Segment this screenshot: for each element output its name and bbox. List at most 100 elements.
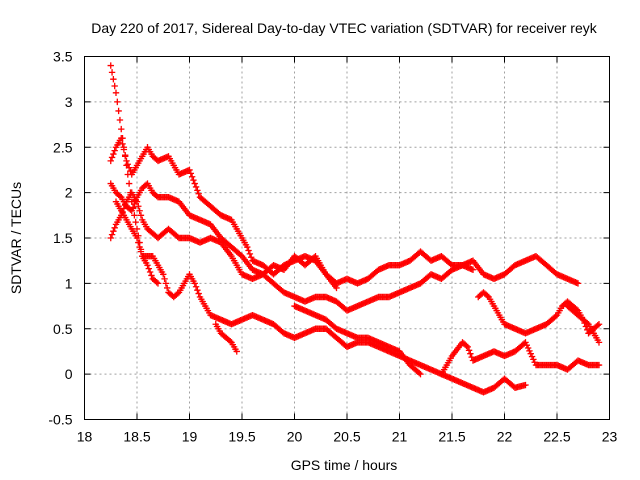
y-tick-label: 3.5 bbox=[53, 49, 73, 65]
data-point bbox=[135, 239, 142, 246]
data-point bbox=[131, 212, 138, 219]
data-point bbox=[121, 151, 129, 159]
data-point bbox=[153, 279, 160, 286]
data-point bbox=[574, 280, 582, 287]
data-point bbox=[144, 262, 151, 269]
data-point bbox=[110, 227, 117, 235]
series-arc-8 bbox=[438, 339, 603, 378]
data-point bbox=[527, 350, 534, 357]
x-tick-label: 18.5 bbox=[123, 429, 150, 445]
data-point bbox=[107, 62, 114, 69]
series-arc-10 bbox=[564, 302, 603, 346]
data-point bbox=[125, 180, 133, 187]
data-point bbox=[523, 341, 531, 349]
data-point bbox=[484, 292, 491, 300]
x-tick-label: 19 bbox=[182, 429, 198, 445]
x-tick-label: 22 bbox=[497, 429, 513, 445]
x-tick-label: 21.5 bbox=[438, 429, 465, 445]
data-point bbox=[115, 107, 122, 115]
data-point bbox=[246, 250, 254, 258]
data-point bbox=[226, 338, 234, 345]
data-point bbox=[160, 271, 167, 278]
series-arc-4 bbox=[107, 189, 477, 314]
series-arc-7 bbox=[291, 302, 424, 378]
data-point bbox=[191, 280, 198, 287]
data-point bbox=[162, 280, 170, 287]
x-tick-label: 20 bbox=[287, 429, 303, 445]
data-point bbox=[467, 350, 474, 357]
y-tick-label: 2 bbox=[65, 185, 73, 201]
data-point bbox=[191, 180, 198, 187]
data-point bbox=[114, 98, 121, 106]
y-tick-label: 3 bbox=[65, 94, 73, 110]
y-tick-label: -0.5 bbox=[48, 412, 72, 428]
data-point bbox=[163, 284, 171, 292]
data-point bbox=[111, 224, 118, 231]
data-point bbox=[415, 369, 423, 377]
data-point bbox=[192, 283, 200, 290]
data-point bbox=[463, 342, 470, 349]
data-point bbox=[110, 150, 117, 158]
data-point bbox=[417, 370, 424, 378]
data-point bbox=[146, 268, 154, 276]
data-point bbox=[145, 265, 153, 272]
data-point bbox=[107, 157, 114, 165]
grid-lines bbox=[84, 56, 610, 420]
data-point bbox=[108, 154, 116, 161]
data-point bbox=[137, 212, 145, 219]
y-tick-label: 0 bbox=[65, 366, 73, 382]
data-point bbox=[245, 247, 252, 254]
data-point bbox=[594, 322, 601, 329]
y-axis-label: SDTVAR / TECUs bbox=[8, 182, 24, 294]
data-point bbox=[110, 75, 117, 83]
data-point bbox=[125, 164, 133, 171]
data-point bbox=[528, 353, 536, 360]
data-point bbox=[333, 284, 340, 292]
data-point bbox=[118, 125, 125, 133]
x-tick-label: 21 bbox=[392, 429, 408, 445]
data-point bbox=[595, 321, 603, 328]
data-point bbox=[247, 254, 255, 261]
data-point bbox=[522, 339, 529, 346]
data-point bbox=[526, 347, 533, 355]
data-point bbox=[121, 201, 129, 209]
data-point bbox=[112, 89, 120, 96]
data-point bbox=[123, 157, 130, 165]
data-point bbox=[187, 170, 195, 177]
data-point bbox=[136, 243, 143, 251]
data-point bbox=[186, 166, 193, 174]
series-arc-2 bbox=[107, 134, 582, 287]
data-point bbox=[161, 275, 168, 283]
data-point bbox=[136, 207, 143, 214]
data-point bbox=[116, 192, 124, 200]
data-point bbox=[108, 231, 116, 238]
chart-title: Day 220 of 2017, Sidereal Day-to-day VTE… bbox=[91, 20, 597, 36]
data-point bbox=[148, 272, 155, 279]
y-tick-label: 1 bbox=[65, 275, 73, 291]
data-point bbox=[195, 190, 202, 197]
data-point bbox=[524, 344, 532, 352]
data-point bbox=[135, 203, 142, 210]
data-point bbox=[111, 82, 118, 90]
x-tick-label: 18 bbox=[77, 429, 93, 445]
data-point bbox=[116, 116, 124, 124]
data-point bbox=[118, 134, 125, 142]
data-point bbox=[137, 248, 145, 255]
axis-ticks bbox=[84, 56, 610, 420]
series-arc-6 bbox=[212, 321, 240, 355]
data-point bbox=[522, 381, 529, 389]
data-point bbox=[132, 218, 139, 226]
x-tick-label: 19.5 bbox=[228, 429, 255, 445]
data-point bbox=[128, 207, 135, 214]
data-point bbox=[111, 147, 118, 154]
y-tick-labels: -0.5 0 0.5 1 1.5 2 2.5 3 3.5 bbox=[48, 49, 72, 428]
data-point bbox=[129, 204, 137, 211]
data-point bbox=[595, 361, 603, 369]
data-point bbox=[464, 343, 471, 351]
data-point bbox=[233, 348, 240, 355]
x-axis-label: GPS time / hours bbox=[291, 457, 398, 473]
y-tick-label: 1.5 bbox=[53, 230, 73, 246]
series-arc-9 bbox=[475, 289, 603, 337]
data-point bbox=[244, 243, 251, 251]
data-point bbox=[174, 290, 181, 297]
